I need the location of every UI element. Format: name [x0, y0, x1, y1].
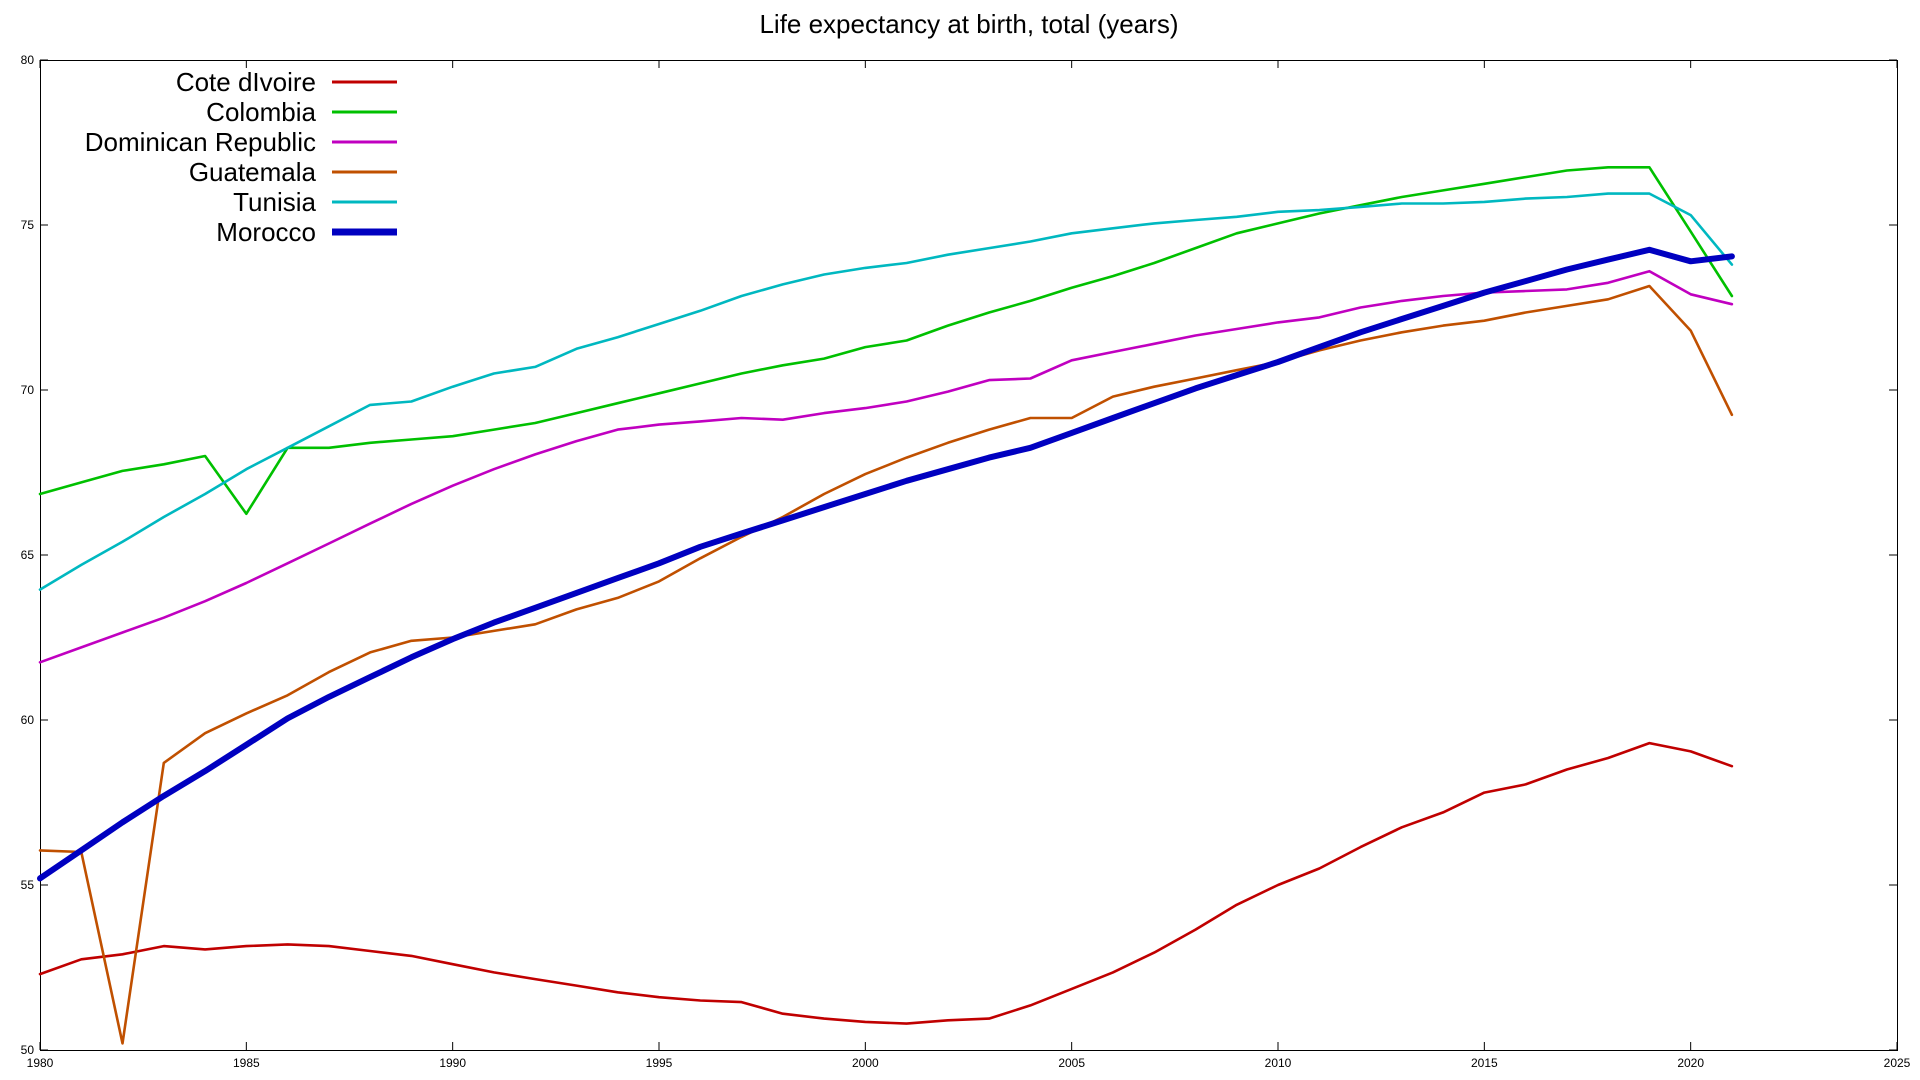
y-tick-label: 65	[21, 548, 35, 562]
x-tick-label: 1980	[27, 1056, 54, 1070]
x-tick-label: 2005	[1058, 1056, 1085, 1070]
y-tick-label: 70	[21, 383, 35, 397]
chart-title: Life expectancy at birth, total (years)	[759, 9, 1178, 39]
y-tick-label: 75	[21, 218, 35, 232]
series-line-cote-divoire	[38, 741, 1734, 1025]
series-line-guatemala	[38, 284, 1734, 1045]
y-axis: 50 55 60 65 70 75 80	[21, 53, 1897, 1057]
y-tick-label: 50	[21, 1043, 35, 1057]
y-tick-label: 55	[21, 878, 35, 892]
legend-label-guatemala: Guatemala	[189, 157, 317, 187]
x-tick-label: 2025	[1884, 1056, 1911, 1070]
x-axis: 1980 1985 1990 1995 2000 2005 2010 2015 2020 2025	[27, 60, 1911, 1070]
x-tick-label: 2015	[1471, 1056, 1498, 1070]
x-tick-label: 2010	[1265, 1056, 1292, 1070]
y-tick-label: 60	[21, 713, 35, 727]
x-tick-label: 2000	[852, 1056, 879, 1070]
legend-label-colombia: Colombia	[206, 97, 316, 127]
plot-area-frame	[40, 60, 1898, 1051]
legend-label-dominican-republic: Dominican Republic	[85, 127, 316, 157]
legend-label-cote-divoire: Cote dIvoire	[176, 67, 316, 97]
legend-label-tunisia: Tunisia	[233, 187, 316, 217]
series-line-tunisia	[38, 192, 1734, 591]
series-line-colombia	[38, 166, 1734, 516]
x-tick-label: 1990	[439, 1056, 466, 1070]
x-tick-label: 1985	[233, 1056, 260, 1070]
series-layer	[37, 166, 1735, 1045]
series-line-morocco	[37, 246, 1735, 882]
legend-label-morocco: Morocco	[216, 217, 316, 247]
x-tick-label: 2020	[1677, 1056, 1704, 1070]
y-tick-label: 80	[21, 53, 35, 67]
series-line-dominican-republic	[38, 269, 1734, 664]
x-tick-label: 1995	[646, 1056, 673, 1070]
